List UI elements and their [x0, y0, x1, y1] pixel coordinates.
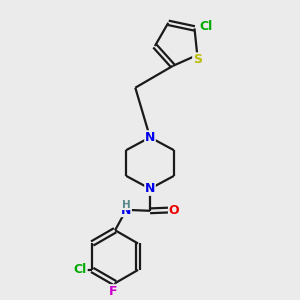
Text: Cl: Cl: [200, 20, 213, 33]
Text: F: F: [109, 285, 118, 298]
Text: Cl: Cl: [74, 263, 87, 276]
Text: N: N: [145, 131, 155, 144]
Text: H: H: [122, 200, 130, 209]
Text: O: O: [169, 204, 179, 217]
Text: N: N: [145, 182, 155, 195]
Text: N: N: [121, 204, 131, 217]
Text: S: S: [193, 53, 202, 66]
